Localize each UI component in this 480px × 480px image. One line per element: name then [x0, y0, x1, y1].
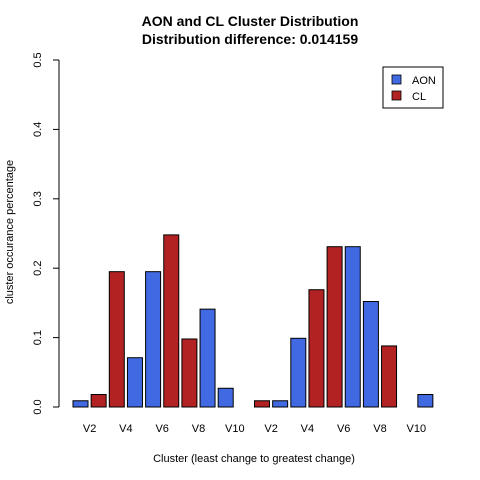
bar-cl [108, 271, 125, 408]
y-axis: 0.0 0.1 0.2 0.3 0.4 0.5 [32, 52, 60, 415]
bar-cl [326, 246, 343, 408]
bar-aon [217, 387, 234, 408]
bar-aon [145, 271, 162, 408]
bar-aon [362, 301, 379, 408]
bars [72, 234, 434, 408]
bar-cl [90, 394, 107, 408]
bar-cl [254, 400, 270, 408]
x-tick-label: V6 [155, 423, 168, 435]
legend-swatch-cl [391, 90, 402, 101]
bar-cl [163, 234, 180, 408]
bar-aon [344, 246, 361, 408]
bar-aon [199, 308, 216, 408]
bar-cl [308, 289, 325, 408]
legend-box [382, 66, 444, 109]
y-axis-label: cluster occurance percentage [4, 160, 16, 304]
x-tick-label: V2 [83, 423, 96, 435]
bar-aon [417, 394, 434, 408]
legend-label-aon: AON [412, 75, 436, 87]
y-tick-label: 0.4 [32, 122, 44, 137]
x-tick-label: V8 [192, 423, 205, 435]
chart-subtitle: Distribution difference: 0.014159 [142, 31, 359, 47]
x-axis-label: Cluster (least change to greatest change… [153, 453, 355, 465]
y-tick-label: 0.1 [32, 330, 44, 345]
x-tick-label: V8 [373, 423, 386, 435]
legend: AON CL [382, 66, 444, 109]
y-tick-label: 0.2 [32, 261, 44, 276]
y-tick-label: 0.0 [32, 399, 44, 414]
x-tick-label: V10 [225, 423, 245, 435]
y-tick-label: 0.5 [32, 52, 44, 67]
x-tick-label: V2 [264, 423, 277, 435]
bar-aon [72, 400, 89, 408]
x-tick-label: V10 [407, 423, 427, 435]
y-tick-label: 0.3 [32, 191, 44, 206]
bar-cl [381, 345, 398, 408]
bar-aon [290, 337, 307, 408]
bar-cl [181, 338, 198, 408]
x-tick-label: V4 [119, 423, 132, 435]
x-tick-label: V4 [301, 423, 314, 435]
x-tick-labels: V2 V4 V6 V8 V10 V2 V4 V6 V8 V10 [83, 423, 426, 435]
bar-aon [126, 357, 143, 408]
x-tick-label: V6 [337, 423, 350, 435]
legend-label-cl: CL [412, 91, 426, 103]
legend-swatch-aon [391, 74, 402, 85]
chart-title: AON and CL Cluster Distribution [142, 13, 359, 29]
bar-aon [272, 400, 289, 408]
